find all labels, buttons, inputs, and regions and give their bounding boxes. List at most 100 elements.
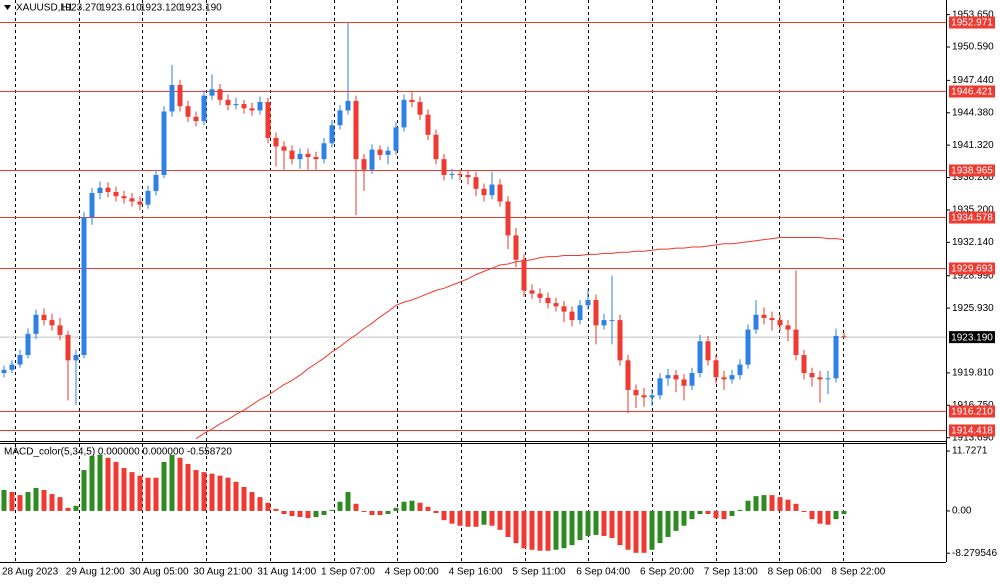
macd-bar <box>153 477 159 511</box>
macd-bar <box>577 510 583 541</box>
macd-bar <box>289 510 295 517</box>
candle-body <box>1 369 7 374</box>
level-label: 1914.418 <box>951 426 993 437</box>
candle-body <box>593 299 599 326</box>
macd-bar <box>465 510 471 527</box>
candle-body <box>777 320 783 326</box>
candle-body <box>513 235 519 260</box>
candle-body <box>833 335 839 379</box>
candle-body <box>825 378 831 380</box>
macd-bar <box>169 454 175 511</box>
candle-body <box>241 104 247 109</box>
macd-bar <box>681 510 687 526</box>
macd-bar <box>281 510 287 514</box>
candle-body <box>817 377 823 380</box>
macd-bar <box>841 510 847 514</box>
macd-bar <box>473 510 479 527</box>
candle-body <box>393 127 399 151</box>
macd-bar <box>537 510 543 551</box>
candle-body <box>17 355 23 365</box>
macd-bar <box>585 510 591 536</box>
macd-bar <box>369 510 375 516</box>
candle-body <box>41 314 47 321</box>
candle-body <box>745 329 751 365</box>
candle-body <box>457 173 463 176</box>
level-label: 1938.965 <box>951 166 993 177</box>
macd-bar <box>705 510 711 514</box>
macd-bar <box>409 500 415 511</box>
macd-bar <box>745 500 751 511</box>
candle-body <box>785 325 791 330</box>
candle-body <box>97 187 103 194</box>
macd-bar <box>17 495 23 511</box>
macd-bar <box>529 510 535 550</box>
candle-body <box>385 150 391 155</box>
last-price-box <box>949 331 995 344</box>
candle-body <box>313 157 319 160</box>
level-box <box>949 262 995 275</box>
candle-body <box>137 201 143 205</box>
macd-bar <box>481 510 487 525</box>
level-label: 1916.210 <box>951 407 993 418</box>
candle-body <box>401 99 407 128</box>
macd-bar <box>513 510 519 544</box>
y-tick-label: 1913.690 <box>952 432 994 443</box>
macd-bar <box>1 489 7 511</box>
macd-bar <box>201 472 207 511</box>
candle-body <box>377 149 383 155</box>
macd-bar <box>649 510 655 550</box>
candle-body <box>209 89 215 96</box>
macd-bar <box>305 510 311 519</box>
macd-bar <box>121 468 127 511</box>
macd-bar <box>297 510 303 518</box>
candle-body <box>185 106 191 117</box>
macd-bar <box>433 510 439 513</box>
candle-body <box>649 395 655 398</box>
macd-bar <box>161 461 167 511</box>
y-tick-label: 1947.440 <box>952 75 994 86</box>
candle-body <box>537 293 543 298</box>
candle-body <box>841 336 847 338</box>
candle-body <box>129 198 135 202</box>
candle-body <box>545 297 551 304</box>
macd-bar <box>641 510 647 553</box>
candle-body <box>697 341 703 374</box>
candle-body <box>113 191 119 197</box>
macd-bar <box>665 510 671 537</box>
level-box <box>949 85 995 98</box>
candle-body <box>505 201 511 236</box>
x-tick-label: 4 Sep 00:00 <box>385 567 439 578</box>
macd-bar <box>273 508 279 511</box>
candle-body <box>329 125 335 144</box>
macd-bar <box>729 510 735 517</box>
candle-body <box>353 100 359 160</box>
candle-body <box>169 85 175 112</box>
candle-body <box>305 153 311 158</box>
macd-bar <box>793 503 799 511</box>
macd-bar <box>313 510 319 518</box>
y-tick-label: 1950.590 <box>952 42 994 53</box>
header-value: 1923.610 <box>100 3 142 14</box>
candle-body <box>809 373 815 378</box>
candle-body <box>641 395 647 398</box>
candle-body <box>177 85 183 107</box>
macd-bar <box>833 510 839 520</box>
macd-bar <box>49 494 55 511</box>
y-tick-label: 1938.260 <box>952 172 994 183</box>
x-tick-label: 31 Aug 14:00 <box>257 567 316 578</box>
candle-body <box>233 104 239 106</box>
candle-body <box>761 314 767 318</box>
macd-bar <box>105 457 111 511</box>
collapse-icon[interactable] <box>4 5 11 10</box>
macd-bar <box>329 509 335 511</box>
header-value: 1923.270 <box>60 3 102 14</box>
macd-bar <box>601 510 607 536</box>
macd-bar <box>81 470 87 511</box>
macd-bar <box>65 507 71 511</box>
candle-body <box>633 389 639 396</box>
level-box <box>949 211 995 224</box>
candle-body <box>105 187 111 192</box>
macd-bar <box>657 510 663 544</box>
macd-bar <box>809 510 815 520</box>
